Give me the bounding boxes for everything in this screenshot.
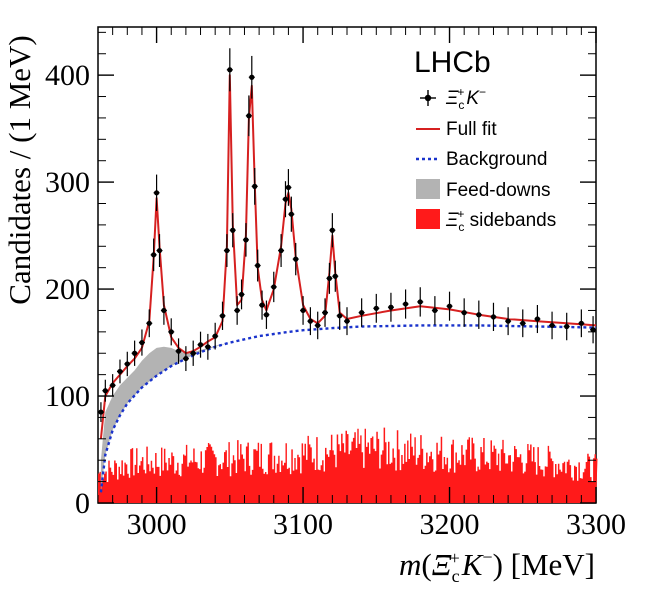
legend-label: Full fit xyxy=(446,119,497,140)
data-point xyxy=(278,234,285,267)
experiment-label: LHCb xyxy=(414,46,491,79)
data-point xyxy=(263,300,270,329)
y-tick-label: 200 xyxy=(45,273,90,306)
data-point xyxy=(590,316,597,344)
data-point xyxy=(534,304,541,334)
x-axis-label: m(Ξc+K−) [MeV] xyxy=(399,547,595,586)
data-point xyxy=(505,307,512,336)
data-point xyxy=(519,309,526,338)
data-point xyxy=(322,298,329,327)
legend-entry-data: Ξc+ K− xyxy=(420,85,486,112)
data-point xyxy=(314,311,321,340)
data-point xyxy=(150,238,157,272)
y-tick-label: 100 xyxy=(45,380,90,413)
data-point xyxy=(300,296,307,325)
data-point xyxy=(168,318,175,346)
full-fit-line xyxy=(99,74,597,439)
data-point xyxy=(270,271,277,303)
data-point xyxy=(387,292,394,322)
data-point xyxy=(197,331,204,358)
data-point xyxy=(212,322,219,350)
data-point xyxy=(223,234,230,267)
data-point xyxy=(549,311,556,340)
legend: Ξc+ K− Full fit Background Feed-downs Ξc+ sid… xyxy=(416,85,556,234)
legend-label: Ξc+ sidebands xyxy=(445,207,556,234)
data-point xyxy=(138,329,145,356)
data-point xyxy=(234,296,241,325)
legend-label: Background xyxy=(446,149,547,170)
data-point xyxy=(285,169,292,206)
data-point xyxy=(332,260,339,292)
legend-entry-full_fit: Full fit xyxy=(416,119,497,140)
data-point xyxy=(373,293,380,323)
data-point xyxy=(226,48,233,92)
data-point xyxy=(461,298,468,327)
data-point xyxy=(204,333,211,360)
sideband-histogram xyxy=(98,427,598,503)
data-point xyxy=(248,55,255,99)
data-point xyxy=(336,301,343,330)
x-tick-label: 3100 xyxy=(273,508,333,541)
data-point xyxy=(358,298,365,327)
y-axis-label: Candidates / (1 MeV) xyxy=(2,35,37,304)
data-point xyxy=(251,167,258,205)
data-point xyxy=(219,301,226,330)
axes: 3000 3100 3200 3300 0 100 200 300 400 xyxy=(45,27,626,541)
x-tick-label: 3200 xyxy=(420,508,480,541)
data-point xyxy=(475,300,482,329)
data-point xyxy=(307,307,314,336)
data-point xyxy=(175,338,182,364)
legend-entry-feed_downs: Feed-downs xyxy=(416,179,551,201)
data-point xyxy=(326,262,333,294)
feed-down-area xyxy=(100,339,245,493)
data-points xyxy=(97,48,597,422)
sideband-bars xyxy=(98,427,598,503)
data-point xyxy=(242,223,249,257)
data-point xyxy=(131,340,138,366)
data-point xyxy=(292,242,299,276)
data-point xyxy=(102,379,109,402)
y-tick-label: 400 xyxy=(45,59,90,92)
data-point xyxy=(490,302,497,331)
legend-entry-sidebands: Ξc+ sidebands xyxy=(416,207,556,234)
data-point xyxy=(146,309,153,338)
x-tick-label: 3300 xyxy=(566,508,626,541)
data-point xyxy=(97,402,104,422)
x-tick-label: 3000 xyxy=(127,508,187,541)
legend-label: Ξc+ K− xyxy=(445,85,486,112)
data-point xyxy=(446,291,453,321)
data-point xyxy=(160,296,167,325)
data-point xyxy=(578,309,585,338)
y-tick-label: 300 xyxy=(45,166,90,199)
data-point xyxy=(153,174,160,212)
data-point xyxy=(563,312,570,341)
feed-down-fill xyxy=(100,339,245,493)
data-point xyxy=(254,249,261,282)
legend-label: Feed-downs xyxy=(446,180,551,201)
data-point xyxy=(431,296,438,325)
data-point xyxy=(402,289,409,319)
data-point xyxy=(124,351,131,377)
data-point xyxy=(190,340,197,366)
data-point xyxy=(329,213,336,248)
y-tick-label: 0 xyxy=(75,487,90,520)
data-point xyxy=(229,213,236,248)
data-point xyxy=(417,287,424,317)
data-point xyxy=(288,196,295,232)
data-point xyxy=(182,346,189,372)
data-point xyxy=(109,374,116,397)
data-point xyxy=(245,95,252,137)
data-point xyxy=(156,234,163,267)
data-point xyxy=(238,279,245,310)
data-point xyxy=(344,307,350,336)
full-fit-curve xyxy=(99,74,597,439)
legend-entry-background: Background xyxy=(416,149,547,170)
data-point xyxy=(116,359,123,384)
data-point xyxy=(259,290,266,320)
